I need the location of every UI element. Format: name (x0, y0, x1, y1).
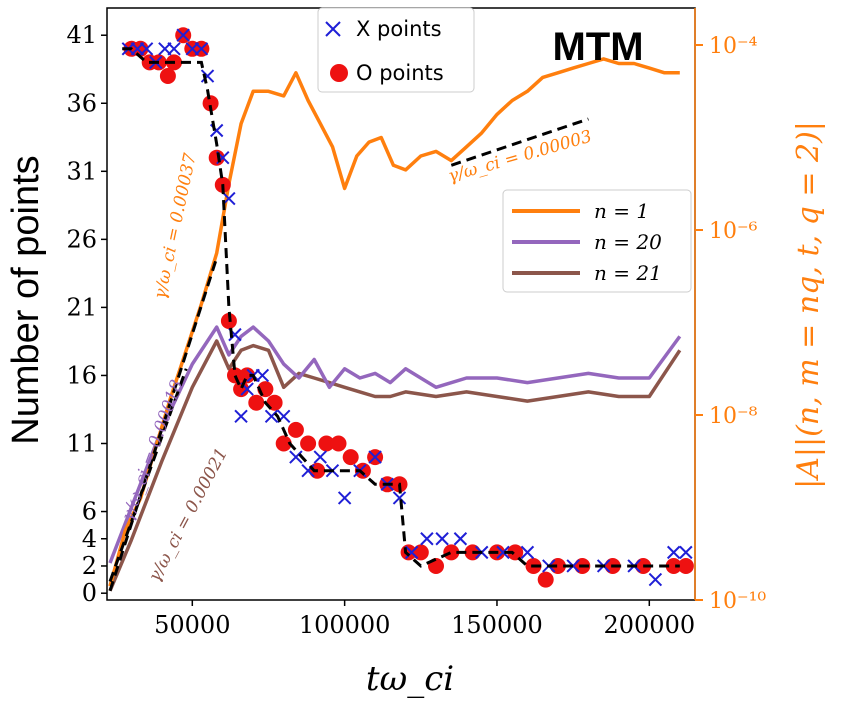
x-point (392, 491, 407, 505)
o-point (507, 544, 524, 561)
x-tick-label: 100000 (299, 611, 391, 639)
x-point (453, 532, 468, 546)
o-point (227, 367, 243, 384)
x-point (289, 450, 303, 464)
x-tick-label: 150000 (451, 611, 543, 639)
x-point (679, 545, 693, 560)
legend-x-marker (325, 21, 341, 37)
fit-lines-layer (108, 117, 589, 592)
o-point (202, 95, 219, 112)
x-point (648, 572, 663, 587)
x-point (666, 545, 681, 560)
legend-x-label: X points (356, 17, 442, 41)
x-point (255, 368, 270, 383)
y-axis-label-left: Number of points (5, 155, 47, 444)
o-point (412, 544, 429, 561)
x-point (435, 532, 449, 546)
growth-fit-line-0 (108, 257, 219, 592)
legend-modes: n = 1 n = 20 n = 21 (502, 189, 692, 293)
x-point (496, 545, 510, 560)
legend-n1-label: n = 1 (594, 199, 649, 223)
y-left-tick-label: 31 (66, 157, 97, 185)
growth-fit-line-1 (108, 368, 188, 583)
o-point (342, 449, 359, 466)
x-tick-label: 50000 (154, 611, 230, 639)
o-point (239, 367, 256, 384)
o-point (443, 544, 460, 561)
x-point (176, 28, 190, 42)
o-point (248, 394, 265, 411)
x-point (264, 409, 279, 423)
series-line-n21 (108, 339, 682, 592)
y-right-tick-label: 10⁻⁸ (709, 404, 758, 429)
x-point (313, 450, 327, 464)
o-point (354, 462, 371, 479)
series-line-n20 (108, 325, 682, 564)
growth-fit-line-2 (450, 117, 589, 167)
x-point (404, 545, 419, 560)
x-point (194, 42, 209, 56)
x-tick-label: 200000 (603, 611, 695, 639)
y-left-tick-label: 26 (66, 225, 97, 253)
y-left-tick-label: 6 (82, 498, 97, 526)
y-right-tick-label: 10⁻¹⁰ (709, 589, 766, 614)
x-point (234, 409, 248, 423)
o-point (300, 435, 317, 452)
o-point (159, 68, 176, 84)
x-point (337, 491, 352, 505)
x-axis-label: tω_ci (366, 659, 454, 699)
o-point (330, 435, 347, 452)
o-point (318, 435, 335, 452)
legend-n21-label: n = 21 (594, 261, 662, 285)
y-right-tick-label: 10⁻⁴ (709, 34, 758, 59)
points-layer (121, 27, 694, 588)
y-left-tick-label: 4 (82, 525, 97, 553)
legend-points: X points O points (317, 7, 475, 93)
y-left-tick-label: 2 (82, 552, 97, 580)
o-point (677, 558, 694, 574)
o-point (537, 571, 554, 588)
x-point (520, 545, 535, 560)
title-badge: MTM (552, 25, 643, 69)
o-point (287, 421, 304, 438)
x-point (200, 69, 215, 83)
o-point (233, 381, 250, 398)
legend-o-marker (330, 64, 348, 82)
o-point (132, 40, 149, 57)
y-left-tick-label: 36 (66, 89, 97, 117)
legend-n20-label: n = 20 (594, 230, 662, 254)
y-left-tick-label: 0 (82, 579, 97, 607)
y-left-tick-label: 21 (66, 293, 97, 321)
o-point (665, 558, 682, 574)
x-point (420, 532, 434, 546)
x-point (368, 450, 382, 464)
y-left-tick-label: 16 (66, 361, 97, 389)
legend-o-label: O points (356, 61, 444, 85)
x-point (167, 42, 181, 56)
points-fit-line (122, 47, 680, 568)
y-left-tick-label: 41 (66, 21, 97, 49)
y-axis-label-right: |A||(n, m = nq, t, q = 2)| (791, 121, 826, 489)
y-left-tick-label: 11 (66, 429, 97, 457)
o-point (275, 435, 292, 452)
x-point (139, 42, 154, 56)
y-right-tick-label: 10⁻⁶ (709, 219, 758, 244)
